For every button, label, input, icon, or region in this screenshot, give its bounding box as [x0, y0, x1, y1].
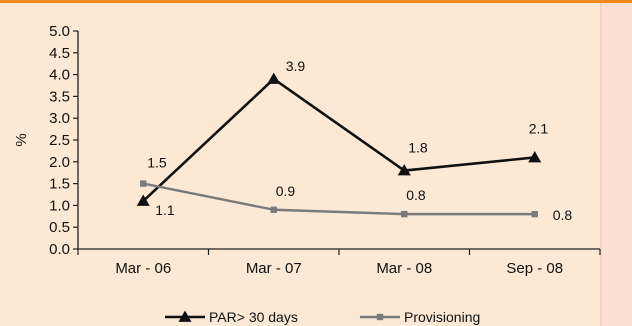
par-data-label: 1.1 — [155, 202, 175, 218]
y-tick-label: 3.0 — [49, 110, 70, 127]
y-tick-label: 1.5 — [49, 176, 70, 193]
par-point-marker — [397, 164, 411, 176]
y-tick-label: 4.5 — [49, 45, 70, 62]
x-tick-label: Mar - 06 — [115, 260, 171, 277]
data-labels: 1.1 3.9 1.8 2.1 1.5 0.9 0.8 0.8 — [147, 58, 572, 223]
provisioning-point-marker — [531, 210, 538, 218]
series-layer — [136, 72, 542, 218]
par-point-marker — [267, 72, 281, 84]
provisioning-data-label: 0.8 — [406, 187, 426, 203]
x-tick-label: Sep - 08 — [506, 260, 563, 277]
legend-par-marker — [178, 310, 192, 322]
y-axis-title: % — [13, 133, 30, 146]
y-tick-label: 2.5 — [49, 132, 70, 149]
top-accent-rule — [0, 0, 632, 3]
y-tick-label: 3.5 — [49, 88, 70, 105]
provisioning-point-marker — [140, 180, 147, 187]
legend-par-label: PAR> 30 days — [209, 309, 298, 325]
y-tick-label: 4.0 — [49, 67, 70, 84]
legend: PAR> 30 days Provisioning — [165, 309, 480, 325]
legend-provisioning-marker — [376, 313, 384, 321]
y-tick-label: 0.5 — [49, 219, 70, 236]
par-series-line — [142, 77, 535, 202]
par-data-label: 3.9 — [286, 58, 306, 74]
provisioning-data-label: 1.5 — [147, 155, 167, 171]
y-tick-label: 2.0 — [49, 154, 70, 171]
par-point-marker — [528, 150, 542, 163]
provisioning-series-line — [143, 182, 535, 216]
right-edge-band-line — [600, 3, 602, 326]
provisioning-data-label: 0.9 — [276, 183, 296, 199]
x-tick-label: Mar - 07 — [246, 260, 302, 277]
provisioning-data-label: 0.8 — [553, 207, 573, 223]
y-tick-label: 0.0 — [49, 241, 70, 258]
par-data-label: 2.1 — [529, 120, 549, 136]
y-tick-label: 1.0 — [49, 197, 70, 214]
right-edge-band — [602, 3, 632, 326]
axes: 0.0 0.5 1.0 1.5 2.0 2.5 3.0 3.5 4.0 4.5 5.0% Mar - … — [13, 23, 601, 277]
par-data-label: 1.8 — [408, 140, 428, 156]
y-tick-label: 5.0 — [49, 23, 70, 40]
x-tick-label: Mar - 08 — [376, 260, 432, 277]
provisioning-point-marker — [270, 206, 277, 213]
legend-provisioning-label: Provisioning — [404, 309, 480, 325]
par-point-marker — [136, 194, 150, 206]
provisioning-point-marker — [401, 210, 408, 218]
